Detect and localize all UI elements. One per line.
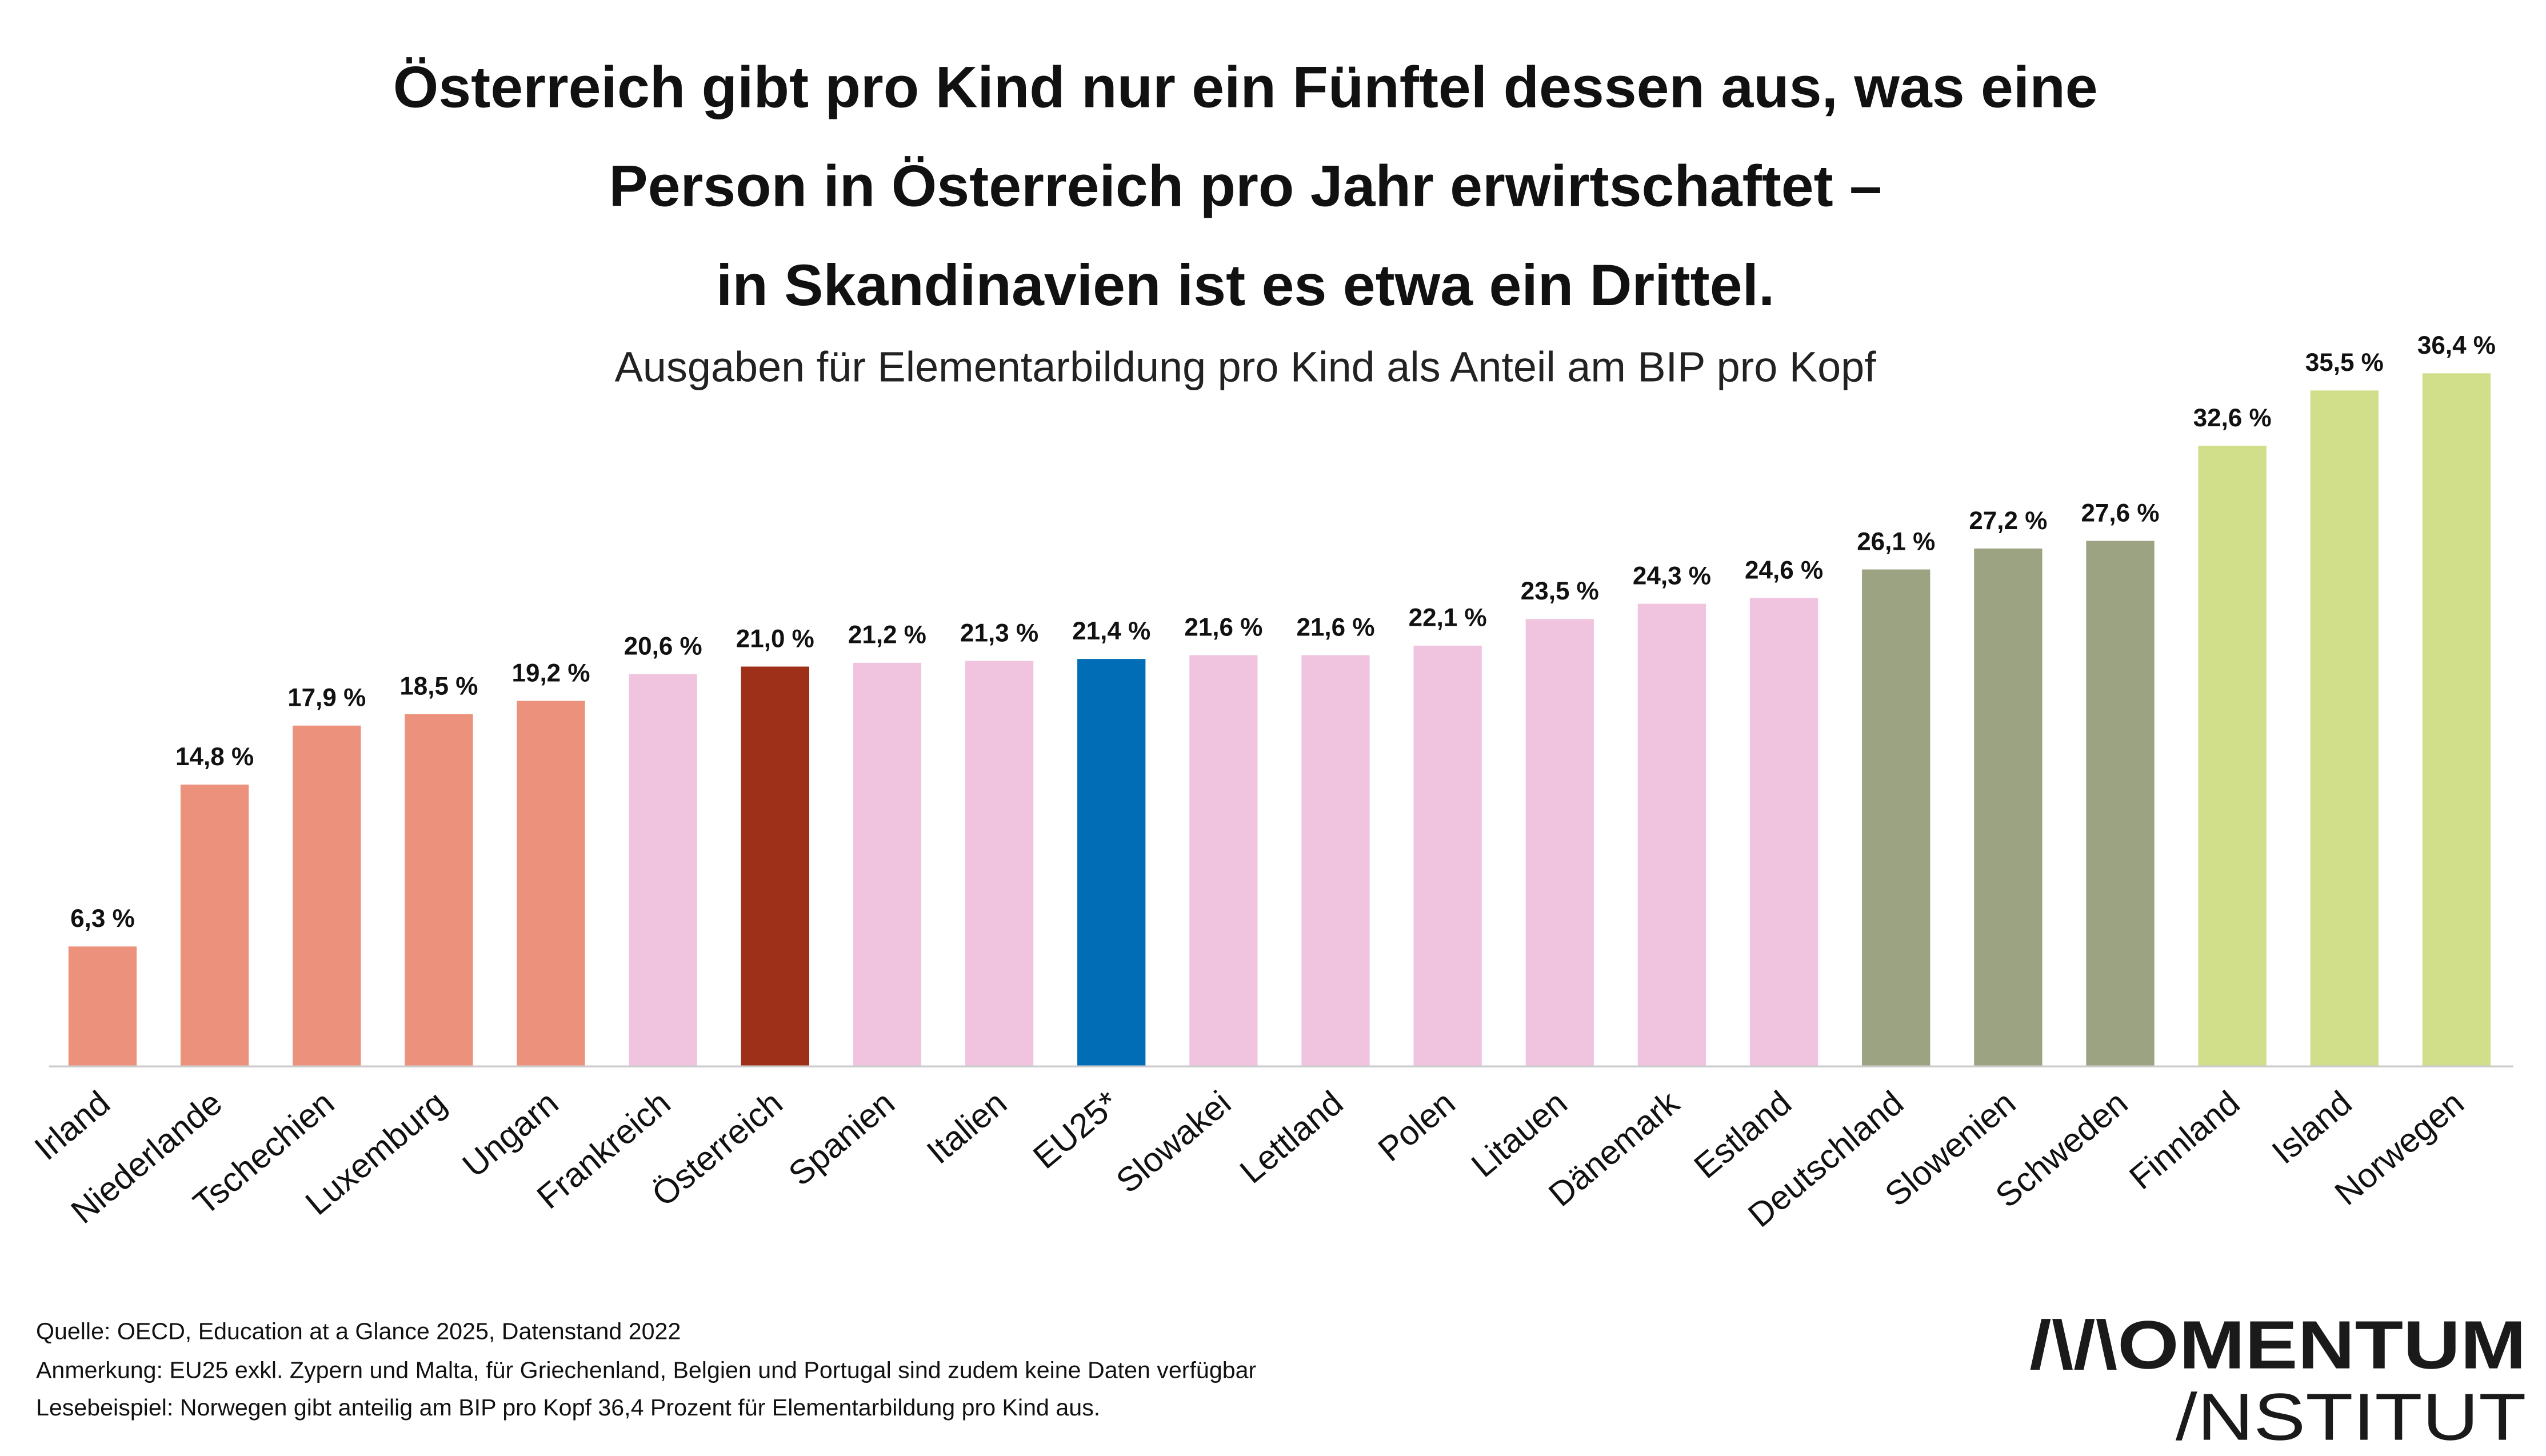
bar-Schweden (2086, 541, 2155, 1067)
x-tick-label: Irland (27, 1083, 117, 1167)
bar-Slowenien (1974, 548, 2043, 1067)
value-label: 26,1 % (1857, 527, 1935, 555)
x-tick-label: Italien (920, 1083, 1014, 1171)
x-tick-label: Island (2265, 1083, 2359, 1171)
x-tick-label: Polen (1371, 1083, 1462, 1169)
value-label: 24,3 % (1633, 562, 1711, 590)
reading-example: Lesebeispiel: Norwegen gibt anteilig am … (36, 1394, 1100, 1421)
footer: Quelle: OECD, Education at a Glance 2025… (36, 1318, 1257, 1421)
bar-Finnland (2198, 445, 2267, 1067)
bar-Luxemburg (405, 714, 473, 1067)
value-label: 21,0 % (736, 625, 814, 653)
bar-Island (2310, 390, 2379, 1067)
bar-Österreich (741, 666, 809, 1067)
bar-EU25* (1077, 659, 1146, 1067)
x-tick-label: EU25* (1026, 1083, 1126, 1176)
value-label: 35,5 % (2305, 349, 2384, 377)
value-label: 36,4 % (2417, 331, 2496, 359)
title-line-1: Österreich gibt pro Kind nur ein Fünftel… (393, 54, 2098, 119)
title-line-3: in Skandinavien ist es etwa ein Drittel. (716, 252, 1774, 318)
bar-Spanien (853, 662, 922, 1067)
value-label: 20,6 % (624, 633, 702, 661)
x-tick-label: Spanien (781, 1083, 902, 1193)
bar-Tschechien (293, 725, 361, 1067)
value-label: 23,5 % (1521, 577, 1599, 605)
bar-Lettland (1301, 655, 1370, 1067)
bar-Polen (1413, 645, 1482, 1067)
value-label: 6,3 % (70, 905, 135, 933)
value-label: 21,6 % (1184, 613, 1262, 641)
bar-Irland (68, 946, 137, 1067)
bar-Deutschland (1862, 569, 1931, 1067)
bar-Italien (965, 661, 1034, 1067)
value-label: 32,6 % (2193, 404, 2272, 432)
value-label: 14,8 % (175, 743, 254, 771)
bar-Norwegen (2422, 373, 2491, 1067)
x-tick-label: Lettland (1233, 1083, 1350, 1191)
value-label: 21,2 % (848, 621, 926, 649)
bar-Litauen (1525, 619, 1594, 1067)
value-labels: 6,3 % 14,8 % 17,9 % 18,5 % 19,2 % 20,6 % 21,0 … (70, 331, 2496, 933)
bar-Slowakei (1189, 655, 1258, 1067)
source-note: Quelle: OECD, Education at a Glance 2025… (36, 1318, 681, 1344)
bar-Estland (1749, 598, 1818, 1067)
value-label: 18,5 % (399, 673, 478, 701)
value-label: 27,6 % (2081, 499, 2159, 527)
x-tick-label: Finnland (2122, 1083, 2247, 1197)
chart-subtitle: Ausgaben für Elementarbildung pro Kind a… (615, 343, 1877, 391)
logo-line-2: /NSTITUT (2176, 1380, 2527, 1454)
value-label: 21,6 % (1296, 613, 1374, 641)
bars (68, 373, 2491, 1067)
value-label: 22,1 % (1409, 604, 1487, 632)
x-tick-label: Litauen (1464, 1083, 1574, 1185)
value-label: 17,9 % (287, 684, 366, 712)
value-label: 21,3 % (960, 619, 1038, 647)
value-label: 19,2 % (511, 659, 590, 687)
logo-line-1: /\/\OMENTUM (2029, 1307, 2526, 1383)
momentum-institut-logo: /\/\OMENTUM /NSTITUT (2029, 1307, 2526, 1454)
title-line-2: Person in Österreich pro Jahr erwirtscha… (609, 153, 1882, 219)
bar-Ungarn (517, 701, 585, 1067)
x-tick-label: Slowakei (1109, 1083, 1238, 1201)
bar-Niederlande (180, 785, 249, 1067)
bar-Frankreich (629, 674, 697, 1067)
chart-title: Österreich gibt pro Kind nur ein Fünftel… (393, 54, 2098, 318)
value-label: 27,2 % (1969, 507, 2047, 535)
value-label: 21,4 % (1072, 617, 1150, 645)
bar-Dänemark (1637, 603, 1706, 1067)
annotation-note: Anmerkung: EU25 exkl. Zypern und Malta, … (36, 1357, 1257, 1383)
value-label: 24,6 % (1745, 556, 1823, 584)
x-tick-label: Ungarn (455, 1083, 565, 1185)
